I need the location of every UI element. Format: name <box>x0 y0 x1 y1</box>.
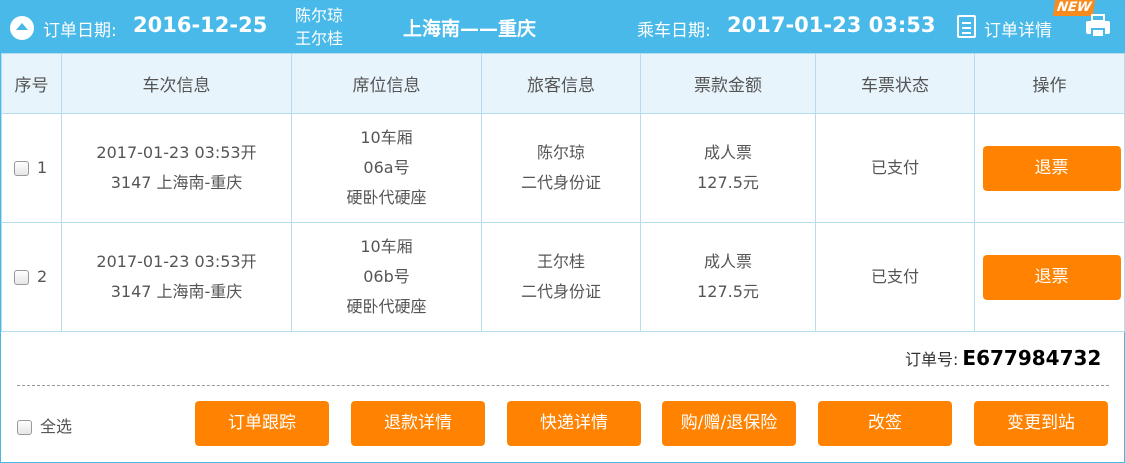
passenger-cell: 王尔桂 二代身份证 <box>481 222 641 332</box>
id-type: 二代身份证 <box>520 282 601 301</box>
change-station-button[interactable]: 变更到站 <box>974 401 1108 446</box>
passenger-name: 王尔桂 <box>536 252 585 271</box>
refund-button[interactable]: 退票 <box>982 145 1121 191</box>
col-header-passenger: 旅客信息 <box>481 53 641 114</box>
collapse-icon[interactable] <box>10 16 34 40</box>
order-tracking-button[interactable]: 订单跟踪 <box>195 401 329 446</box>
train-route: 3147 上海南-重庆 <box>110 282 243 301</box>
train-time: 2017-01-23 03:53开 <box>96 143 257 162</box>
ride-date: 2017-01-23 03:53 <box>727 13 936 37</box>
passenger-names: 陈尔琼 王尔桂 <box>295 4 343 50</box>
passenger-name: 陈尔琼 <box>536 143 585 162</box>
seat-type: 硬卧代硬座 <box>346 297 427 316</box>
seq-number: 1 <box>37 158 48 177</box>
table-row: 1 2017-01-23 03:53开 3147 上海南-重庆 10车厢 06a号硬… <box>1 113 1125 223</box>
order-detail-link[interactable]: 订单详情 <box>984 21 1052 41</box>
col-header-status: 车票状态 <box>815 53 975 114</box>
insurance-button[interactable]: 购/赠/退保险 <box>662 401 796 446</box>
seq-cell: 1 <box>1 113 62 223</box>
action-cell: 退票 <box>974 222 1125 332</box>
train-cell: 2017-01-23 03:53开 3147 上海南-重庆 <box>61 113 292 223</box>
col-header-seat: 席位信息 <box>291 53 482 114</box>
action-cell: 退票 <box>974 113 1125 223</box>
row-checkbox[interactable] <box>14 161 29 176</box>
col-header-action: 操作 <box>974 53 1125 114</box>
price-cell: 成人票 127.5元 <box>640 113 816 223</box>
ticket-price: 127.5元 <box>697 282 759 301</box>
col-header-price: 票款金额 <box>640 53 816 114</box>
clipboard-icon[interactable] <box>957 15 976 38</box>
passenger-name: 陈尔琼 <box>295 6 344 25</box>
delivery-detail-button[interactable]: 快递详情 <box>507 401 641 446</box>
order-header: 订单日期: 2016-12-25 陈尔琼 王尔桂 上海南——重庆 乘车日期: 2… <box>1 0 1124 53</box>
ride-date-label: 乘车日期: <box>637 21 711 41</box>
status-cell: 已支付 <box>815 222 975 332</box>
car-number: 10车厢 <box>360 237 413 256</box>
ticket-type: 成人票 <box>703 252 752 271</box>
seat-number: 06b号 <box>363 267 410 286</box>
train-time: 2017-01-23 03:53开 <box>96 252 257 271</box>
seat-cell: 10车厢 06a号硬卧代硬座 <box>291 113 482 223</box>
col-header-train: 车次信息 <box>61 53 292 114</box>
select-all[interactable]: 全选 <box>17 413 72 437</box>
divider <box>17 385 1109 386</box>
seat-type: 硬卧代硬座 <box>346 188 427 207</box>
seq-cell: 2 <box>1 222 62 332</box>
order-number-line: 订单号: E677984732 <box>905 346 1101 370</box>
seat-number: 06a号 <box>363 158 410 177</box>
table-header-row: 序号 车次信息 席位信息 旅客信息 票款金额 车票状态 操作 <box>1 53 1125 114</box>
refund-detail-button[interactable]: 退款详情 <box>351 401 485 446</box>
select-all-checkbox[interactable] <box>17 420 32 435</box>
ticket-table: 序号 车次信息 席位信息 旅客信息 票款金额 车票状态 操作 1 2017-01… <box>1 53 1125 332</box>
price-cell: 成人票 127.5元 <box>640 222 816 332</box>
row-checkbox[interactable] <box>14 270 29 285</box>
select-all-label: 全选 <box>40 417 73 436</box>
ticket-price: 127.5元 <box>697 173 759 192</box>
car-number: 10车厢 <box>360 128 413 147</box>
route: 上海南——重庆 <box>403 18 537 40</box>
passenger-cell: 陈尔琼 二代身份证 <box>481 113 641 223</box>
id-type: 二代身份证 <box>520 173 601 192</box>
train-route: 3147 上海南-重庆 <box>110 173 243 192</box>
seat-cell: 10车厢 06b号硬卧代硬座 <box>291 222 482 332</box>
table-row: 2 2017-01-23 03:53开 3147 上海南-重庆 10车厢 06b号硬… <box>1 222 1125 332</box>
reschedule-button[interactable]: 改签 <box>818 401 952 446</box>
col-header-seq: 序号 <box>1 53 62 114</box>
train-cell: 2017-01-23 03:53开 3147 上海南-重庆 <box>61 222 292 332</box>
ticket-type: 成人票 <box>703 143 752 162</box>
passenger-name: 王尔桂 <box>295 29 344 48</box>
new-badge: NEW <box>1052 0 1096 16</box>
status-cell: 已支付 <box>815 113 975 223</box>
printer-icon[interactable] <box>1086 14 1110 38</box>
order-number-label: 订单号: <box>905 350 959 369</box>
order-date-label: 订单日期: <box>43 21 117 41</box>
order-date: 2016-12-25 <box>133 13 268 37</box>
refund-button[interactable]: 退票 <box>982 254 1121 300</box>
seq-number: 2 <box>37 267 48 286</box>
order-number: E677984732 <box>962 346 1102 370</box>
